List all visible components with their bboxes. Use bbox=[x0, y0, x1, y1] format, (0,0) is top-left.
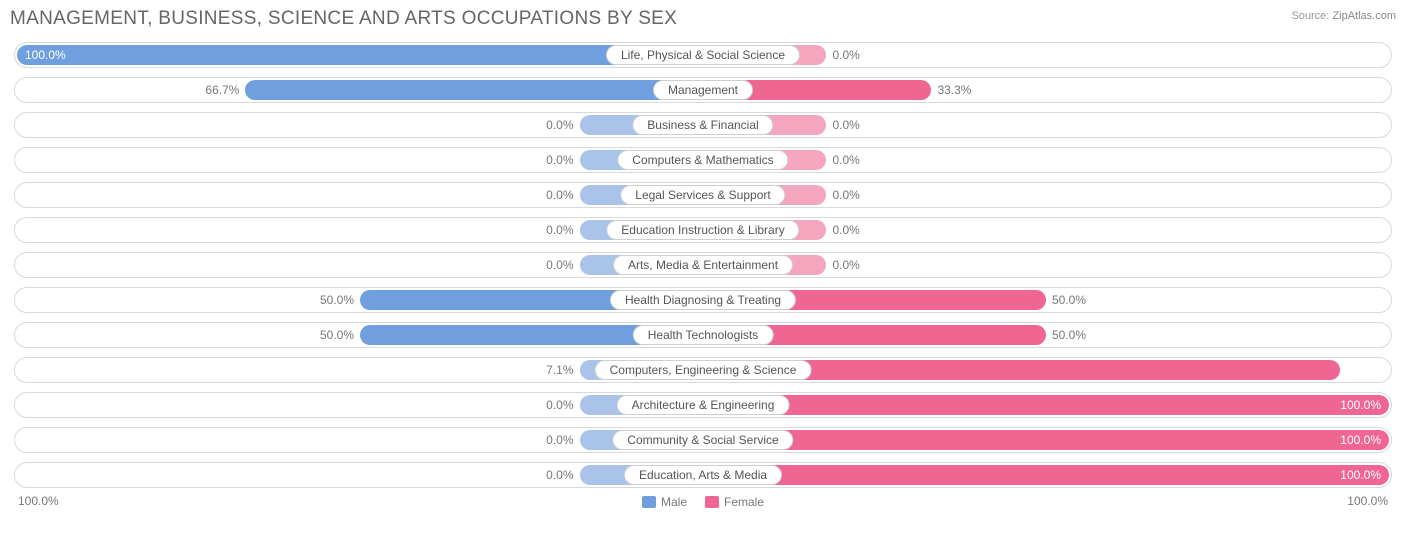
male-swatch bbox=[642, 496, 656, 508]
chart-row: 0.0% 100.0% Community & Social Service bbox=[14, 427, 1392, 453]
female-pct-label: 0.0% bbox=[832, 223, 859, 237]
male-pct-label: 0.0% bbox=[546, 433, 573, 447]
category-pill: Education, Arts & Media bbox=[624, 465, 782, 485]
chart-row: 100.0% 0.0% Life, Physical & Social Scienc… bbox=[14, 42, 1392, 68]
chart-row: 0.0% 0.0% Computers & Mathematics bbox=[14, 147, 1392, 173]
female-pct-label: 100.0% bbox=[1340, 468, 1381, 482]
source-value: ZipAtlas.com bbox=[1332, 10, 1396, 22]
category-pill: Health Technologists bbox=[633, 325, 774, 345]
chart-legend: Male Female bbox=[642, 494, 764, 509]
female-pct-label: 0.0% bbox=[832, 118, 859, 132]
female-bar bbox=[703, 395, 1389, 415]
female-pct-label: 0.0% bbox=[832, 258, 859, 272]
chart-rows: 100.0% 0.0% Life, Physical & Social Scienc… bbox=[10, 42, 1396, 488]
category-pill: Computers & Mathematics bbox=[617, 150, 788, 170]
chart-row: 50.0% 50.0% Health Technologists bbox=[14, 322, 1392, 348]
chart-footer: 100.0% Male Female 100.0% bbox=[10, 488, 1396, 509]
male-pct-label: 0.0% bbox=[546, 118, 573, 132]
female-pct-label: 0.0% bbox=[832, 153, 859, 167]
category-pill: Life, Physical & Social Science bbox=[606, 45, 800, 65]
chart-title: MANAGEMENT, BUSINESS, SCIENCE AND ARTS O… bbox=[10, 8, 677, 30]
source-label: Source: bbox=[1291, 10, 1329, 22]
male-pct-label: 0.0% bbox=[546, 223, 573, 237]
female-bar bbox=[703, 430, 1389, 450]
male-bar bbox=[245, 80, 703, 100]
legend-female-label: Female bbox=[724, 495, 764, 509]
male-pct-label: 7.1% bbox=[546, 363, 573, 377]
category-pill: Education Instruction & Library bbox=[606, 220, 799, 240]
male-bar bbox=[17, 45, 703, 65]
chart-row: 0.0% 0.0% Business & Financial bbox=[14, 112, 1392, 138]
female-pct-label: 100.0% bbox=[1340, 398, 1381, 412]
chart-source: Source: ZipAtlas.com bbox=[1291, 8, 1396, 22]
female-pct-label: 33.3% bbox=[937, 83, 971, 97]
chart-row: 0.0% 100.0% Education, Arts & Media bbox=[14, 462, 1392, 488]
female-pct-label: 92.9% bbox=[1347, 363, 1381, 377]
category-pill: Architecture & Engineering bbox=[617, 395, 790, 415]
category-pill: Management bbox=[653, 80, 753, 100]
category-pill: Health Diagnosing & Treating bbox=[610, 290, 796, 310]
male-pct-label: 0.0% bbox=[546, 468, 573, 482]
male-pct-label: 66.7% bbox=[205, 83, 239, 97]
male-pct-label: 50.0% bbox=[320, 328, 354, 342]
chart-row: 0.0% 100.0% Architecture & Engineering bbox=[14, 392, 1392, 418]
female-pct-label: 50.0% bbox=[1052, 293, 1086, 307]
female-swatch bbox=[705, 496, 719, 508]
category-pill: Community & Social Service bbox=[612, 430, 793, 450]
male-pct-label: 0.0% bbox=[546, 188, 573, 202]
category-pill: Legal Services & Support bbox=[620, 185, 785, 205]
axis-right-label: 100.0% bbox=[1347, 494, 1388, 508]
axis-left-label: 100.0% bbox=[18, 494, 59, 508]
chart-row: 7.1% 92.9% Computers, Engineering & Scienc… bbox=[14, 357, 1392, 383]
male-pct-label: 50.0% bbox=[320, 293, 354, 307]
chart-row: 0.0% 0.0% Education Instruction & Library bbox=[14, 217, 1392, 243]
male-pct-label: 0.0% bbox=[546, 258, 573, 272]
female-pct-label: 100.0% bbox=[1340, 433, 1381, 447]
chart-header: MANAGEMENT, BUSINESS, SCIENCE AND ARTS O… bbox=[10, 8, 1396, 30]
legend-female: Female bbox=[705, 494, 764, 509]
female-bar bbox=[703, 465, 1389, 485]
female-pct-label: 50.0% bbox=[1052, 328, 1086, 342]
legend-male-label: Male bbox=[661, 495, 687, 509]
male-pct-label: 0.0% bbox=[546, 153, 573, 167]
category-pill: Computers, Engineering & Science bbox=[595, 360, 812, 380]
legend-male: Male bbox=[642, 494, 687, 509]
chart-row: 50.0% 50.0% Health Diagnosing & Treating bbox=[14, 287, 1392, 313]
chart-row: 0.0% 0.0% Arts, Media & Entertainment bbox=[14, 252, 1392, 278]
male-pct-label: 100.0% bbox=[25, 48, 66, 62]
female-pct-label: 0.0% bbox=[832, 188, 859, 202]
category-pill: Business & Financial bbox=[632, 115, 773, 135]
female-pct-label: 0.0% bbox=[832, 48, 859, 62]
male-pct-label: 0.0% bbox=[546, 398, 573, 412]
category-pill: Arts, Media & Entertainment bbox=[613, 255, 793, 275]
chart-row: 0.0% 0.0% Legal Services & Support bbox=[14, 182, 1392, 208]
chart-row: 66.7% 33.3% Management bbox=[14, 77, 1392, 103]
occupations-by-sex-chart: MANAGEMENT, BUSINESS, SCIENCE AND ARTS O… bbox=[0, 0, 1406, 559]
